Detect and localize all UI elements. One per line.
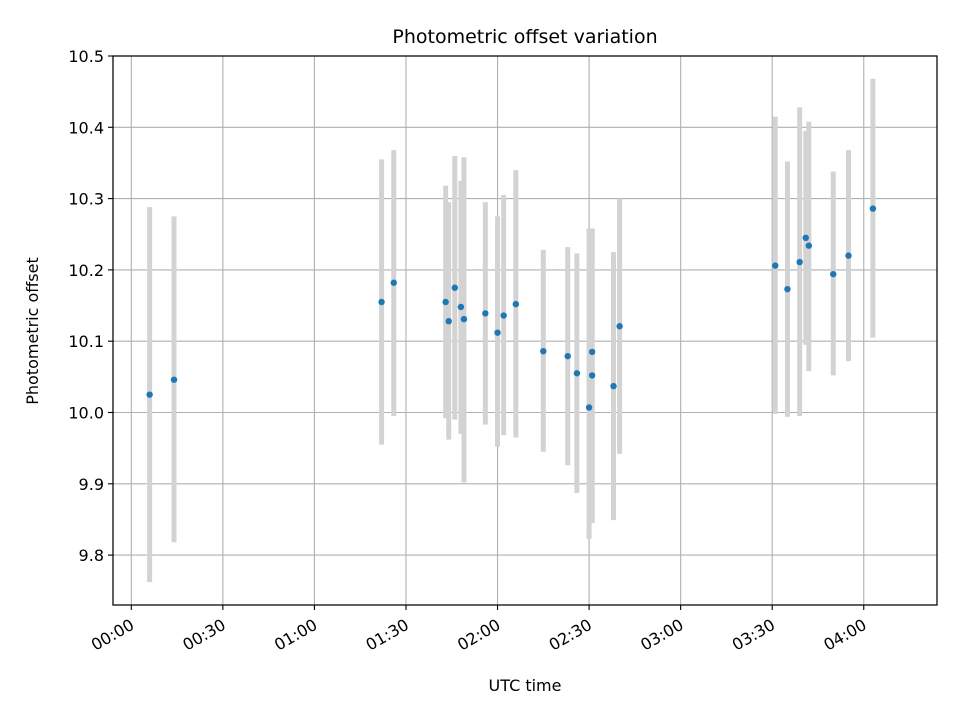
data-point (585, 404, 593, 411)
y-tick-label: 9.9 (79, 475, 104, 494)
data-point (390, 279, 397, 286)
data-point (457, 303, 465, 311)
data-point (830, 270, 837, 278)
data-point (170, 376, 178, 383)
y-axis-title: Photometric offset (23, 257, 42, 405)
data-point (494, 329, 501, 336)
data-point (500, 312, 507, 319)
data-point (442, 298, 449, 306)
y-tick-label: 10.3 (68, 190, 104, 209)
chart-title: Photometric offset variation (392, 26, 657, 48)
data-point (869, 205, 877, 212)
y-tick-label: 9.8 (79, 546, 104, 565)
y-tick-label: 10.0 (68, 403, 104, 422)
data-point (378, 298, 385, 306)
data-point (802, 234, 809, 242)
data-point (540, 347, 547, 355)
y-tick-label: 10.5 (68, 47, 104, 66)
data-point (146, 391, 153, 398)
data-point (610, 382, 617, 390)
y-tick-label: 10.4 (68, 118, 104, 137)
y-tick-label: 10.1 (68, 332, 104, 351)
x-axis-title: UTC time (489, 676, 562, 695)
data-point (845, 252, 852, 259)
y-tick-label: 10.2 (68, 261, 104, 280)
y-axis: 9.8 9.9 10.0 10.1 10.2 10.3 10.4 10.5 (68, 47, 113, 565)
data-point (445, 318, 452, 325)
data-point (482, 310, 489, 317)
data-point (784, 285, 791, 293)
data-point (805, 242, 813, 249)
data-point (588, 372, 596, 379)
data-point (564, 352, 571, 360)
data-point (512, 300, 520, 308)
data-point (616, 323, 623, 330)
data-points (146, 205, 877, 411)
plot-frame (112, 55, 938, 606)
data-point (573, 370, 581, 377)
data-point (588, 348, 596, 356)
data-point (460, 315, 468, 323)
data-point (772, 262, 779, 269)
data-point (451, 284, 459, 291)
data-point (796, 258, 803, 266)
